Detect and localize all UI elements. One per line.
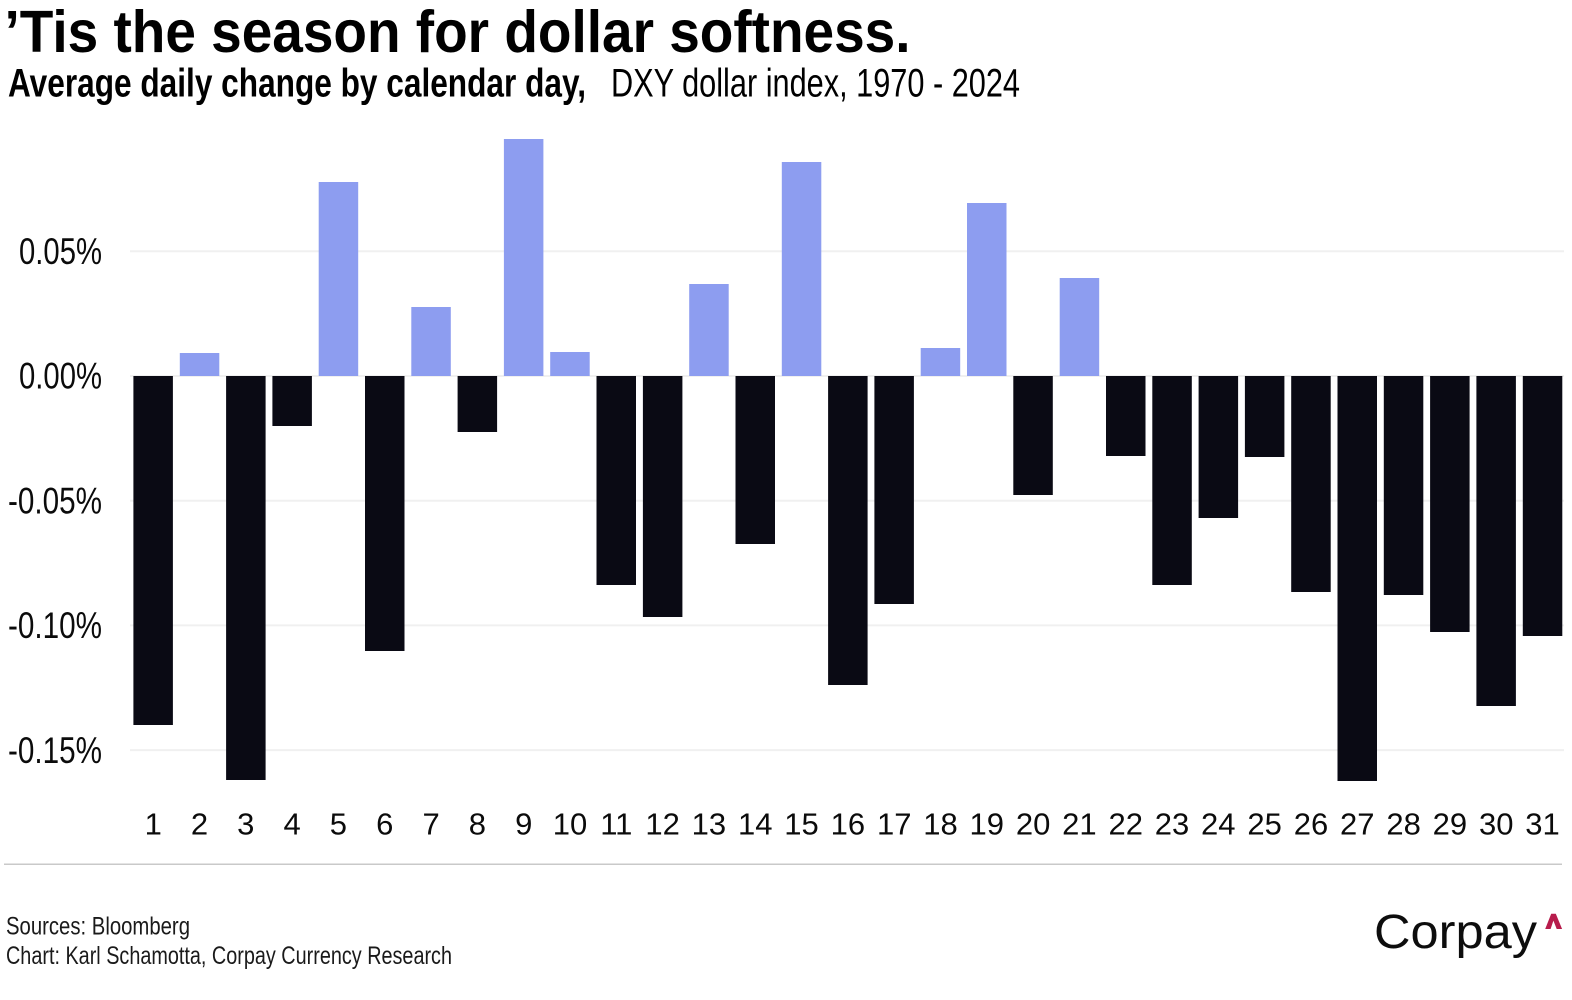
svg-text:-0.10%: -0.10%	[8, 605, 102, 646]
svg-text:-0.15%: -0.15%	[8, 730, 102, 771]
svg-text:5: 5	[330, 807, 347, 842]
svg-text:31: 31	[1525, 807, 1559, 842]
svg-text:-0.05%: -0.05%	[8, 480, 102, 521]
svg-text:4: 4	[283, 807, 300, 842]
svg-text:Sources: Bloomberg: Sources: Bloomberg	[6, 912, 190, 940]
svg-text:23: 23	[1155, 807, 1189, 842]
svg-text:24: 24	[1201, 807, 1235, 842]
svg-text:27: 27	[1340, 807, 1374, 842]
svg-text:20: 20	[1016, 807, 1050, 842]
svg-text:15: 15	[784, 807, 818, 842]
svg-text:10: 10	[553, 807, 587, 842]
svg-text:14: 14	[738, 807, 772, 842]
svg-text:’Tis the season for dollar sof: ’Tis the season for dollar softness.	[5, 0, 911, 65]
svg-text:16: 16	[831, 807, 865, 842]
svg-text:3: 3	[237, 807, 254, 842]
svg-text:17: 17	[877, 807, 911, 842]
svg-text:30: 30	[1479, 807, 1513, 842]
svg-text:28: 28	[1386, 807, 1420, 842]
svg-text:12: 12	[645, 807, 679, 842]
svg-text:19: 19	[970, 807, 1004, 842]
svg-text:22: 22	[1108, 807, 1142, 842]
svg-text:DXY dollar index, 1970 - 2024: DXY dollar index, 1970 - 2024	[611, 62, 1020, 106]
svg-text:25: 25	[1247, 807, 1281, 842]
svg-text:11: 11	[600, 807, 632, 842]
svg-text:1: 1	[145, 807, 162, 842]
svg-text:Corpay: Corpay	[1374, 906, 1537, 959]
svg-text:6: 6	[376, 807, 393, 842]
svg-text:0.05%: 0.05%	[19, 231, 102, 272]
svg-text:18: 18	[923, 807, 957, 842]
svg-text:9: 9	[515, 807, 532, 842]
svg-text:29: 29	[1433, 807, 1467, 842]
svg-text:21: 21	[1062, 807, 1096, 842]
svg-text:13: 13	[692, 807, 726, 842]
svg-text:8: 8	[469, 807, 486, 842]
svg-text:2: 2	[191, 807, 208, 842]
svg-text:7: 7	[422, 807, 439, 842]
svg-text:26: 26	[1294, 807, 1328, 842]
svg-text:Chart: Karl Schamotta, Corpay: Chart: Karl Schamotta, Corpay Currency R…	[6, 942, 452, 970]
svg-text:0.00%: 0.00%	[19, 356, 102, 397]
svg-text:Average daily change by calend: Average daily change by calendar day,	[8, 62, 586, 106]
